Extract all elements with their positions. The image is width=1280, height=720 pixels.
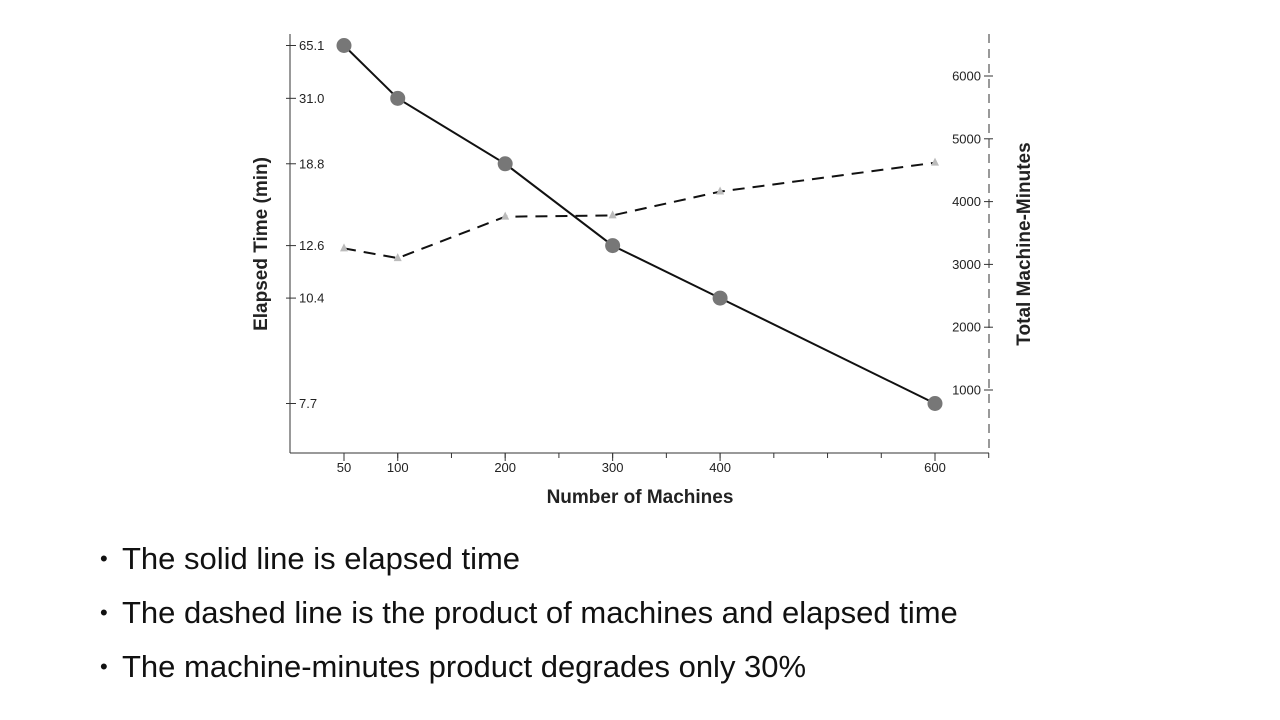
y-axis-title: Elapsed Time (min) [251, 157, 272, 331]
y-tick-label: 18.8 [299, 156, 324, 171]
y-tick-label: 10.4 [299, 291, 324, 306]
machine-minutes-point [501, 211, 510, 220]
x-axis-title: Number of Machines [547, 487, 734, 508]
bullet-list: The solid line is elapsed time The dashe… [100, 536, 1200, 698]
bullet-item: The dashed line is the product of machin… [100, 590, 1200, 644]
y-tick-label: 31.0 [299, 91, 324, 106]
elapsed-time-point [605, 238, 621, 254]
y-tick-label: 65.1 [299, 38, 324, 53]
y-tick-label: 7.7 [299, 396, 317, 411]
x-tick-label: 50 [337, 460, 351, 475]
machine-minutes-point [608, 210, 617, 219]
y2-tick-label: 3000 [952, 257, 981, 272]
machine-minutes-point [393, 253, 402, 262]
elapsed-time-point [712, 290, 728, 306]
y2-tick-label: 2000 [952, 320, 981, 335]
x-tick-label: 600 [924, 460, 946, 475]
elapsed-time-point [336, 38, 352, 53]
elapsed-time-point [927, 396, 943, 411]
elapsed-time-point [497, 156, 513, 172]
elapsed-time-line [343, 44, 936, 405]
y-tick-label: 12.6 [299, 238, 324, 253]
bullet-item: The machine-minutes product degrades onl… [100, 644, 1200, 698]
x-tick-label: 100 [387, 460, 409, 475]
x-tick-label: 400 [709, 460, 731, 475]
y2-tick-label: 5000 [952, 131, 981, 146]
machine-minutes-line [343, 161, 936, 260]
elapsed-time-point [390, 90, 406, 106]
chart: 50 100 200 300 400 600 65.1 31.0 18.8 12.6 10.4 7.7… [251, 34, 1035, 508]
y2-tick-label: 6000 [952, 69, 981, 84]
machine-minutes-point [340, 243, 348, 252]
x-tick-label: 200 [494, 460, 516, 475]
y2-axis-title: Total Machine-Minutes [1014, 142, 1035, 345]
bullet-item: The solid line is elapsed time [100, 536, 1200, 590]
x-tick-label: 300 [602, 460, 624, 475]
machine-minutes-point [716, 186, 725, 195]
y2-tick-label: 4000 [952, 194, 981, 209]
machine-minutes-point [931, 157, 939, 166]
y2-tick-label: 1000 [952, 383, 981, 398]
